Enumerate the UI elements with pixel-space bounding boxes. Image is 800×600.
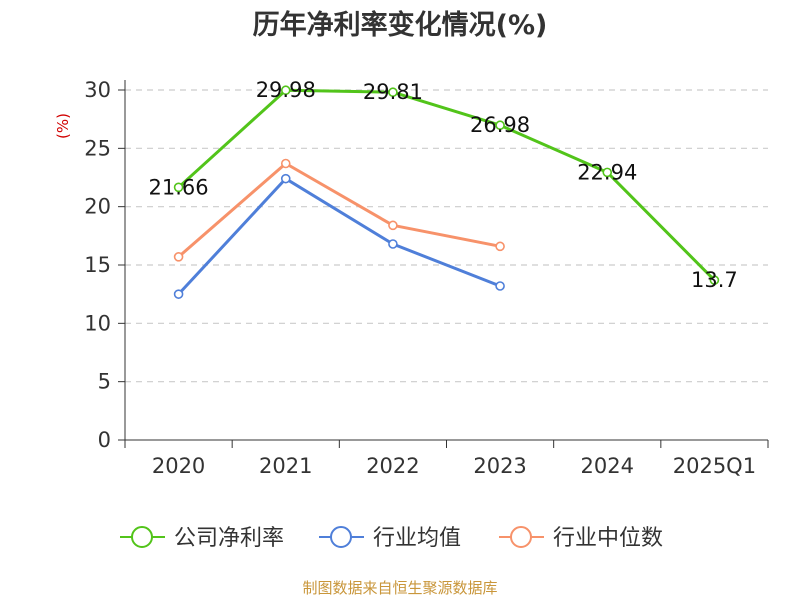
y-tick-label: 10 (84, 311, 111, 335)
x-tick-labels: 2020 2021 2022 2023 2024 2025Q1 (152, 454, 756, 478)
y-tick-label: 20 (84, 195, 111, 219)
data-point (495, 120, 505, 131)
legend-item-0[interactable]: 公司净利率 (120, 526, 284, 551)
data-point (388, 87, 398, 98)
data-label: 26.98 (470, 113, 530, 137)
data-label: 29.81 (363, 80, 423, 104)
data-label: 21.66 (149, 175, 209, 199)
data-point (280, 85, 291, 96)
y-tick-labels: 0 5 10 15 20 25 30 (84, 78, 111, 452)
data-point (173, 252, 184, 262)
legend-label: 行业均值 (373, 526, 461, 551)
legend-marker (131, 526, 153, 548)
x-tick-label: 2025Q1 (673, 454, 756, 478)
y-tick-label: 5 (98, 370, 111, 394)
data-point (280, 158, 291, 169)
data-point (173, 289, 184, 299)
series-line-2 (177, 162, 501, 258)
data-label: 13.7 (691, 268, 738, 292)
y-tick-label: 25 (84, 136, 111, 160)
data-point (495, 241, 505, 252)
data-label: 29.98 (256, 78, 316, 102)
legend-item-2[interactable]: 行业中位数 (499, 526, 663, 551)
legend-marker (330, 526, 352, 548)
y-axis-label: (%) (54, 113, 72, 139)
data-point (388, 220, 398, 231)
x-tick-label: 2022 (366, 454, 419, 478)
x-tick-label: 2024 (581, 454, 634, 478)
legend-marker (510, 526, 532, 548)
axes (118, 80, 769, 448)
data-labels: 21.66 29.98 29.81 26.98 22.94 13.7 (149, 78, 738, 292)
x-tick-label: 2021 (259, 454, 312, 478)
legend-label: 公司净利率 (174, 526, 284, 551)
x-tick-label: 2020 (152, 454, 205, 478)
series-line-0 (177, 88, 716, 282)
series-lines (173, 85, 720, 299)
data-label: 22.94 (577, 160, 637, 184)
series-line-1 (177, 177, 501, 296)
data-point (388, 239, 398, 249)
data-point (280, 173, 291, 184)
chart-title: 历年净利率变化情况(%) (253, 9, 548, 41)
x-tick-label: 2023 (473, 454, 526, 478)
data-point (495, 281, 505, 291)
legend-item-1[interactable]: 行业均值 (319, 526, 461, 551)
legend-label: 行业中位数 (553, 526, 663, 551)
legend[interactable]: 公司净利率 行业均值 行业中位数 (120, 526, 663, 551)
data-point (709, 275, 720, 285)
source-note: 制图数据来自恒生聚源数据库 (302, 579, 497, 597)
data-point (602, 167, 613, 178)
y-tick-label: 30 (84, 78, 111, 102)
y-tick-label: 15 (84, 253, 111, 277)
data-point (173, 182, 184, 193)
y-tick-label: 0 (98, 428, 111, 452)
